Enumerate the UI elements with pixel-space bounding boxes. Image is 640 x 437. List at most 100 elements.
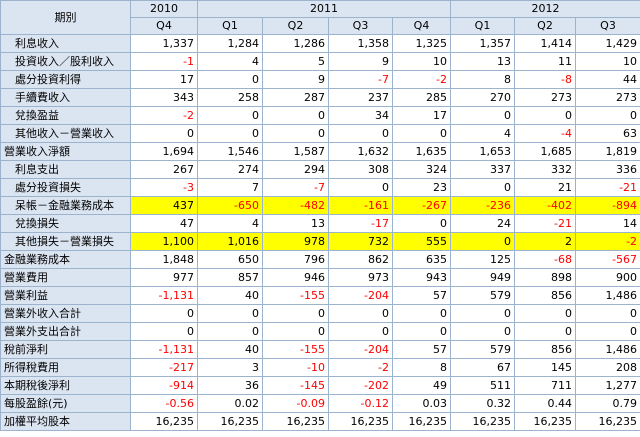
quarter-header: Q3 <box>574 17 640 35</box>
cell-value: -145 <box>262 376 329 395</box>
cell-value: 857 <box>197 268 263 287</box>
year-header: 2010 <box>130 0 198 18</box>
cell-value: 11 <box>514 52 576 71</box>
row-label: 金融業務成本 <box>0 250 131 269</box>
cell-value: 67 <box>450 358 515 377</box>
cell-value: 3 <box>197 358 263 377</box>
cell-value: 1,653 <box>450 142 515 161</box>
cell-value: 1,325 <box>392 34 451 53</box>
cell-value: 1,358 <box>328 34 393 53</box>
row-label: 每股盈餘(元) <box>0 394 131 413</box>
cell-value: 0 <box>450 232 515 251</box>
cell-value: 0 <box>574 106 640 125</box>
row-label: 稅前淨利 <box>0 340 131 359</box>
cell-value: 1,546 <box>197 142 263 161</box>
cell-value: -2 <box>574 232 640 251</box>
cell-value: 16,235 <box>197 412 263 431</box>
cell-value: 274 <box>197 160 263 179</box>
cell-value: 0 <box>197 106 263 125</box>
cell-value: -0.09 <box>262 394 329 413</box>
cell-value: 270 <box>450 88 515 107</box>
cell-value: 16,235 <box>514 412 576 431</box>
cell-value: 324 <box>392 160 451 179</box>
cell-value: 1,357 <box>450 34 515 53</box>
cell-value: -2 <box>130 106 198 125</box>
year-header: 2011 <box>197 0 451 18</box>
cell-value: 978 <box>262 232 329 251</box>
row-label: 營業外支出合計 <box>0 322 131 341</box>
cell-value: 0 <box>328 322 393 341</box>
table-row: 利息支出 267 274 294 308 324 337 332 336 <box>0 160 640 179</box>
row-label: 營業利益 <box>0 286 131 305</box>
cell-value: 0 <box>130 124 198 143</box>
quarter-header: Q1 <box>197 17 263 35</box>
cell-value: 4 <box>197 214 263 233</box>
cell-value: 0.44 <box>514 394 576 413</box>
cell-value: -267 <box>392 196 451 215</box>
table-row: 利息收入 1,337 1,284 1,286 1,358 1,325 1,357 1,414 1… <box>0 34 640 53</box>
cell-value: -650 <box>197 196 263 215</box>
cell-value: 1,286 <box>262 34 329 53</box>
row-label: 手續費收入 <box>0 88 131 107</box>
cell-value: 0 <box>197 124 263 143</box>
cell-value: -17 <box>328 214 393 233</box>
cell-value: -217 <box>130 358 198 377</box>
cell-value: -402 <box>514 196 576 215</box>
cell-value: 0.02 <box>197 394 263 413</box>
cell-value: 1,277 <box>574 376 640 395</box>
cell-value: 8 <box>450 70 515 89</box>
cell-value: 23 <box>392 178 451 197</box>
cell-value: 16,235 <box>262 412 329 431</box>
cell-value: -1,131 <box>130 286 198 305</box>
table-row: 營業利益 -1,131 40 -155 -204 57 579 856 1,486 <box>0 286 640 305</box>
cell-value: 437 <box>130 196 198 215</box>
table-row: 加權平均股本 16,235 16,235 16,235 16,235 16,235 16,2… <box>0 412 640 431</box>
table-row: 兌換損失 47 4 13 -17 0 24 -21 14 <box>0 214 640 233</box>
cell-value: 1,694 <box>130 142 198 161</box>
cell-value: 0 <box>197 304 263 323</box>
cell-value: 1,016 <box>197 232 263 251</box>
cell-value: 1,337 <box>130 34 198 53</box>
cell-value: 7 <box>197 178 263 197</box>
row-label: 投資收入／股利收入 <box>0 52 131 71</box>
row-label: 營業費用 <box>0 268 131 287</box>
row-label: 加權平均股本 <box>0 412 131 431</box>
row-label: 處分投資損失 <box>0 178 131 197</box>
cell-value: 10 <box>574 52 640 71</box>
cell-value: 14 <box>574 214 640 233</box>
row-label: 兌換損失 <box>0 214 131 233</box>
cell-value: 2 <box>514 232 576 251</box>
cell-value: -1 <box>130 52 198 71</box>
cell-value: 900 <box>574 268 640 287</box>
table-row: 金融業務成本 1,848 650 796 862 635 125 -68 -567 <box>0 250 640 269</box>
table-row: 營業外支出合計 0 0 0 0 0 0 0 0 <box>0 322 640 341</box>
cell-value: 0 <box>392 304 451 323</box>
cell-value: -7 <box>262 178 329 197</box>
cell-value: -161 <box>328 196 393 215</box>
cell-value: 0 <box>262 106 329 125</box>
cell-value: 0.79 <box>574 394 640 413</box>
cell-value: 10 <box>392 52 451 71</box>
cell-value: 1,429 <box>574 34 640 53</box>
cell-value: 145 <box>514 358 576 377</box>
table-row: 其他損失－營業損失 1,100 1,016 978 732 555 0 2 -2 <box>0 232 640 251</box>
cell-value: 13 <box>262 214 329 233</box>
cell-value: 336 <box>574 160 640 179</box>
period-header: 期別 <box>0 0 131 35</box>
cell-value: 287 <box>262 88 329 107</box>
cell-value: -482 <box>262 196 329 215</box>
cell-value: 1,100 <box>130 232 198 251</box>
cell-value: 4 <box>450 124 515 143</box>
cell-value: 0 <box>574 322 640 341</box>
cell-value: 0 <box>262 322 329 341</box>
cell-value: 579 <box>450 340 515 359</box>
row-label: 所得稅費用 <box>0 358 131 377</box>
row-label: 其他損失－營業損失 <box>0 232 131 251</box>
cell-value: 0 <box>514 106 576 125</box>
cell-value: 208 <box>574 358 640 377</box>
cell-value: 63 <box>574 124 640 143</box>
cell-value: 49 <box>392 376 451 395</box>
table-row: 其他收入－營業收入 0 0 0 0 0 4 -4 63 <box>0 124 640 143</box>
cell-value: 0 <box>450 178 515 197</box>
cell-value: -21 <box>514 214 576 233</box>
